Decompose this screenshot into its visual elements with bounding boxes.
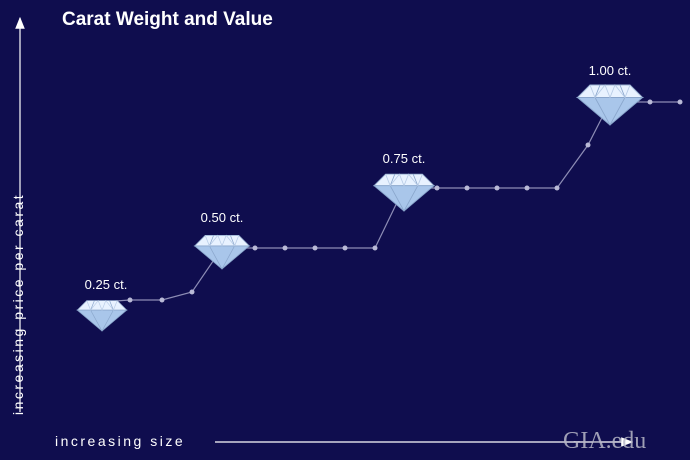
node-label: 0.50 ct. <box>201 210 244 225</box>
diamond <box>373 173 435 212</box>
node-label: 1.00 ct. <box>589 63 632 78</box>
diamond <box>577 84 643 126</box>
node-label: 0.75 ct. <box>383 151 426 166</box>
diamond <box>194 234 250 270</box>
title: Carat Weight and Value <box>62 9 273 30</box>
dots <box>127 99 683 303</box>
x-axis-label: increasing size <box>55 433 185 449</box>
y-axis-label: increasing price per carat <box>10 193 26 415</box>
step-line <box>101 101 680 303</box>
node-label: 0.25 ct. <box>85 277 128 292</box>
diamond <box>76 300 128 332</box>
watermark: GIA.edu <box>563 428 646 454</box>
